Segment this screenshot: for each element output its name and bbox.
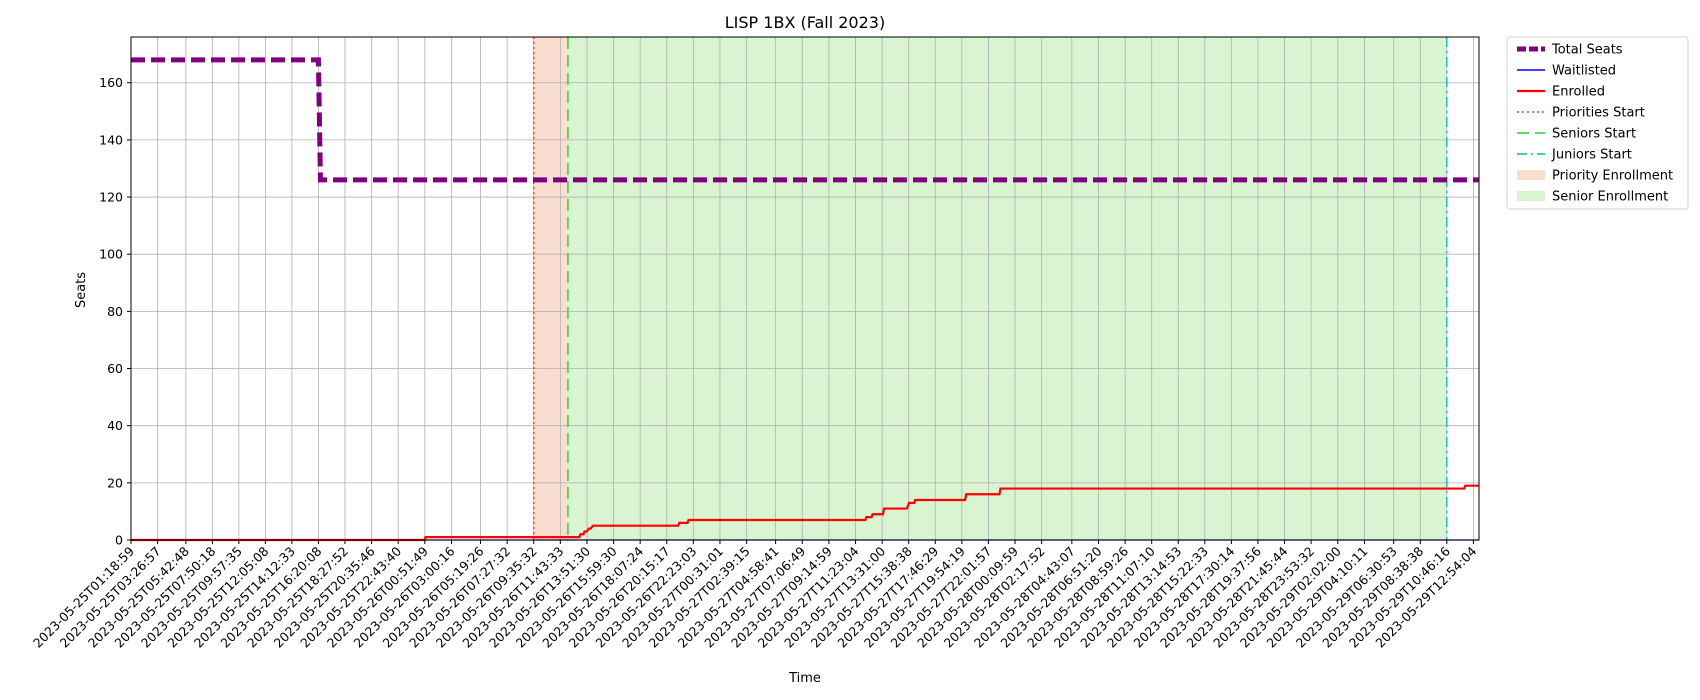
legend-label-5: Juniors Start bbox=[1551, 148, 1632, 163]
shaded-region-0 bbox=[533, 37, 568, 540]
reference-lines bbox=[533, 37, 1448, 540]
y-tick-label: 100 bbox=[99, 247, 123, 262]
y-axis-ticks: 0 20 40 60 80 100 120 140 160 bbox=[99, 75, 131, 548]
shaded-region-1 bbox=[567, 37, 1447, 540]
legend-swatch-7 bbox=[1517, 191, 1545, 201]
x-axis-label: Time bbox=[788, 671, 821, 686]
legend-label-1: Waitlisted bbox=[1552, 64, 1616, 79]
x-axis-ticks: 2023-05-25T01:18:592023-05-25T03:26:5720… bbox=[30, 540, 1480, 651]
legend-label-7: Senior Enrollment bbox=[1552, 190, 1668, 205]
y-axis-label: Seats bbox=[74, 272, 89, 308]
y-tick-label: 0 bbox=[115, 533, 123, 548]
legend: Total Seats Waitlisted Enrolled Priorities … bbox=[1506, 36, 1689, 210]
legend-frame bbox=[1506, 36, 1689, 210]
legend-label-6: Priority Enrollment bbox=[1552, 169, 1673, 184]
y-tick-label: 80 bbox=[107, 304, 123, 319]
y-tick-label: 60 bbox=[107, 361, 123, 376]
legend-label-4: Seniors Start bbox=[1552, 127, 1636, 142]
series-line-2 bbox=[131, 484, 1479, 542]
legend-swatch-6 bbox=[1517, 170, 1545, 180]
shaded-regions bbox=[533, 37, 1447, 540]
plot-frame bbox=[130, 36, 1480, 541]
chart-title: LISP 1BX (Fall 2023) bbox=[725, 13, 885, 32]
series-line-0 bbox=[131, 57, 1479, 183]
y-tick-label: 140 bbox=[99, 132, 123, 147]
y-tick-label: 20 bbox=[107, 475, 123, 490]
y-tick-label: 120 bbox=[99, 190, 123, 205]
y-tick-label: 160 bbox=[99, 75, 123, 90]
legend-label-2: Enrolled bbox=[1552, 85, 1605, 100]
legend-label-0: Total Seats bbox=[1551, 43, 1623, 58]
y-tick-label: 40 bbox=[107, 418, 123, 433]
legend-label-3: Priorities Start bbox=[1552, 106, 1645, 121]
